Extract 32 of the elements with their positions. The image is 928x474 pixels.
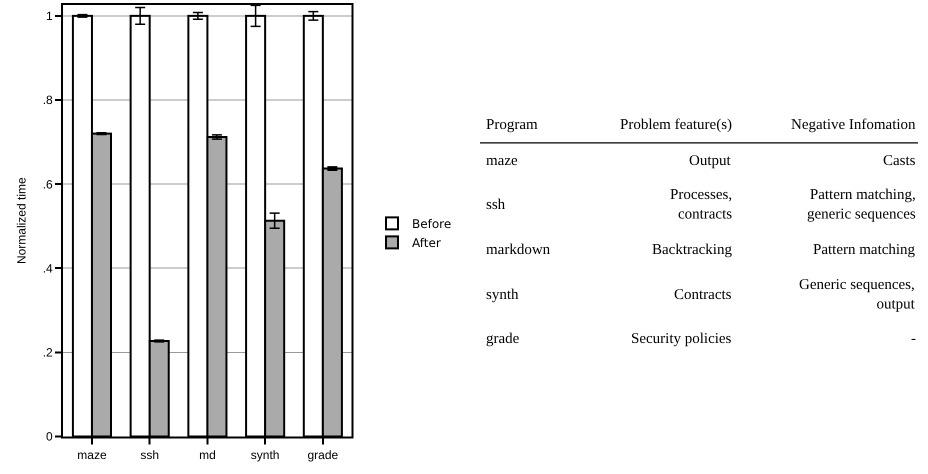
category-label: Negative Infomation [791, 117, 916, 133]
text: Contracts [674, 287, 732, 303]
x-tick-label: synth [250, 448, 280, 462]
text: Processes, contracts [670, 187, 732, 222]
legend-label: Before [412, 217, 452, 232]
y-tick-label: .8 [42, 93, 54, 108]
text: Generic sequences, output [799, 277, 915, 312]
text: grade [486, 331, 520, 347]
legend-label: After [412, 236, 441, 250]
category-label: Problem feature(s) [620, 117, 732, 133]
text: Pattern matching [813, 242, 916, 258]
text: ssh [486, 197, 506, 213]
text: Backtracking [652, 242, 732, 258]
text: maze [486, 153, 518, 169]
y-axis-title: Normalized time [14, 177, 28, 264]
text: Output [689, 153, 731, 169]
x-tick-label: grade [308, 448, 339, 462]
text: Casts [883, 153, 916, 169]
y-tick-label: .4 [42, 261, 54, 276]
text: Pattern matching, generic sequences [807, 187, 916, 222]
x-tick-label: md [199, 448, 216, 462]
text: synth [486, 287, 519, 303]
text: markdown [486, 242, 550, 258]
y-tick-label: 1 [46, 9, 54, 24]
text: Security policies [631, 331, 732, 347]
x-tick-label: maze [77, 448, 107, 462]
text: - [911, 331, 916, 347]
y-tick-label: 0 [46, 430, 54, 444]
y-tick-label: .2 [42, 346, 54, 360]
x-tick-label: ssh [140, 448, 160, 462]
y-tick-label: .6 [42, 177, 54, 192]
category-label: Program [486, 117, 538, 133]
